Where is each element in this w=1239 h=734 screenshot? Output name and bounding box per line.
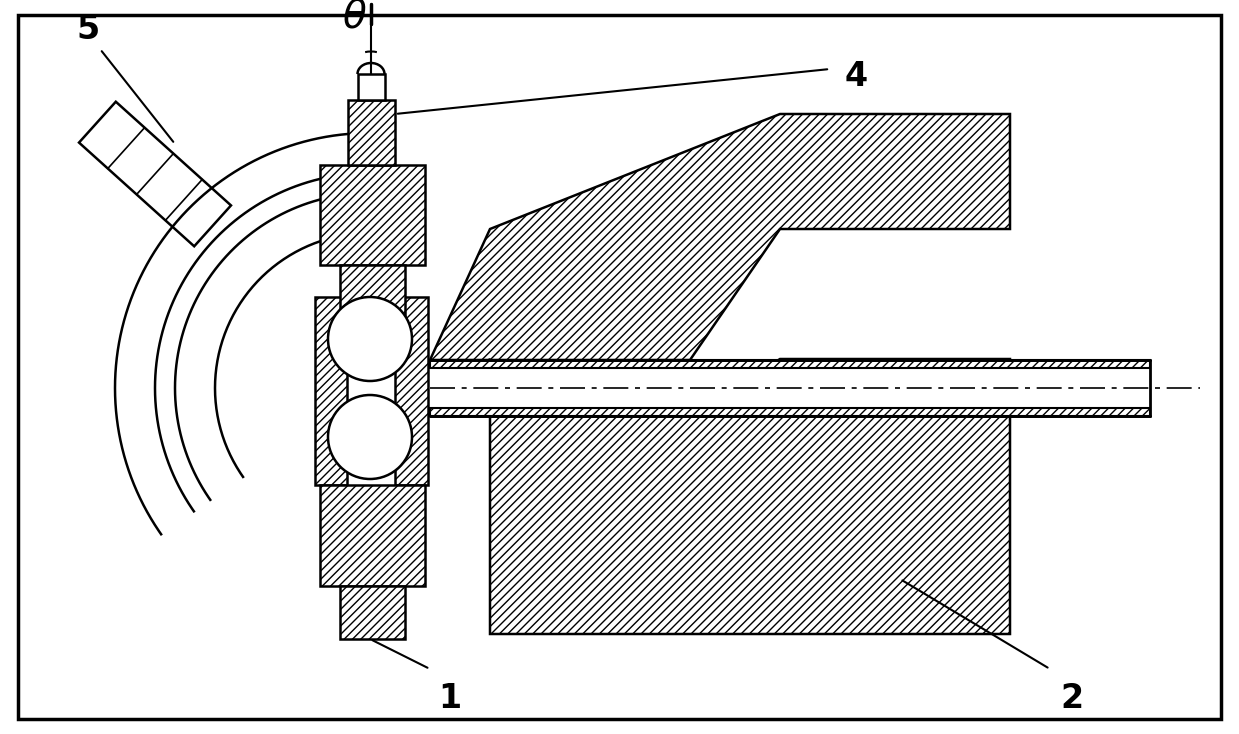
Polygon shape bbox=[395, 297, 427, 485]
Polygon shape bbox=[430, 408, 1150, 416]
Polygon shape bbox=[320, 165, 425, 265]
Polygon shape bbox=[430, 368, 1150, 408]
Text: 2: 2 bbox=[1061, 682, 1083, 715]
Polygon shape bbox=[79, 102, 230, 247]
Polygon shape bbox=[358, 74, 385, 100]
Polygon shape bbox=[339, 586, 405, 639]
Text: 5: 5 bbox=[77, 13, 99, 46]
Circle shape bbox=[328, 395, 413, 479]
Text: 4: 4 bbox=[845, 59, 869, 92]
Polygon shape bbox=[430, 359, 1010, 634]
Polygon shape bbox=[348, 100, 395, 165]
Polygon shape bbox=[320, 485, 425, 586]
Circle shape bbox=[328, 297, 413, 381]
Bar bbox=[430, 368, 1150, 408]
Text: 1: 1 bbox=[439, 682, 461, 715]
Text: $\theta$: $\theta$ bbox=[342, 0, 368, 36]
Polygon shape bbox=[339, 265, 405, 315]
Polygon shape bbox=[430, 114, 1010, 360]
Polygon shape bbox=[315, 297, 347, 485]
Polygon shape bbox=[430, 360, 1150, 368]
